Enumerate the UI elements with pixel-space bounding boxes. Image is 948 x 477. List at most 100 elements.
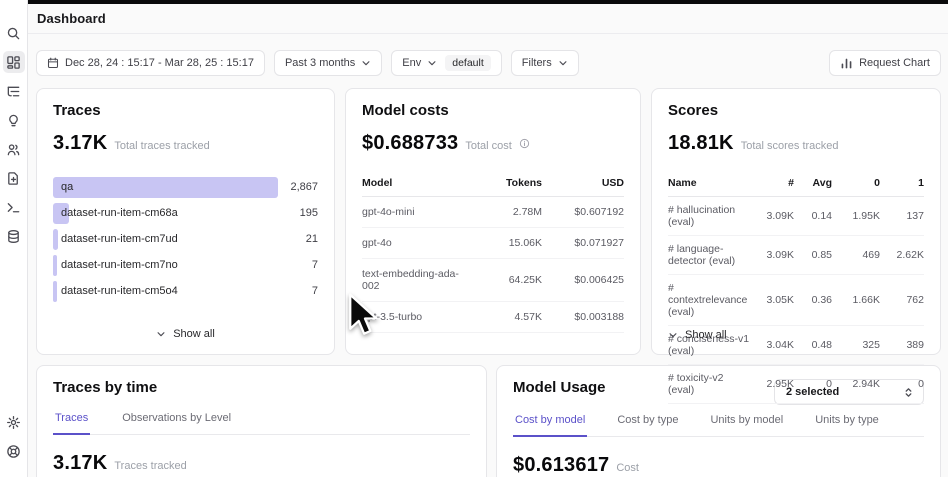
table-header: Model Tokens USD xyxy=(362,172,624,197)
traces-by-time-title: Traces by time xyxy=(53,379,158,396)
tab-units-by-type[interactable]: Units by type xyxy=(815,414,879,426)
col-name: Name xyxy=(668,177,697,189)
cards-row-1: Traces 3.17K Total traces tracked qa 2,8… xyxy=(36,88,941,404)
sidebar-item-evaluation[interactable] xyxy=(3,109,25,131)
scores-total: 18.81K xyxy=(668,132,734,154)
database-icon xyxy=(8,229,19,243)
traces-show-all-button[interactable]: Show all xyxy=(37,328,334,340)
traces-by-time-caption: Traces tracked xyxy=(114,460,187,472)
col-count: # xyxy=(788,177,794,189)
chevron-down-icon xyxy=(157,332,165,337)
request-chart-button[interactable]: Request Chart xyxy=(829,50,941,76)
tracing-list-tree-icon xyxy=(7,86,20,96)
chevron-down-icon xyxy=(669,333,677,338)
lightbulb-icon xyxy=(9,114,18,126)
scores-card: Scores 18.81K Total scores tracked Name … xyxy=(651,88,941,404)
sidebar-item-dashboards[interactable] xyxy=(2,51,25,73)
model-usage-title: Model Usage xyxy=(513,379,606,396)
sidebar-item-prompts[interactable] xyxy=(3,167,25,189)
bar-label: dataset-run-item-cm5o4 xyxy=(61,285,178,297)
tab-units-by-model[interactable]: Units by model xyxy=(710,414,784,426)
bar-value: 7 xyxy=(311,259,318,271)
chevron-down-icon xyxy=(362,61,370,66)
filters-dropdown[interactable]: Filters xyxy=(510,50,579,76)
filters-label: Filters xyxy=(521,57,552,69)
chevron-down-icon xyxy=(559,61,567,66)
model-usage-caption: Cost xyxy=(616,462,639,474)
bar-value: 7 xyxy=(311,285,318,297)
sidebar-item-search[interactable] xyxy=(3,22,25,44)
col-avg: Avg xyxy=(812,177,832,189)
sidebar-item-datasets[interactable] xyxy=(3,225,25,247)
calendar-icon xyxy=(47,57,59,69)
traces-bar-list: qa 2,867 dataset-run-item-cm68a 195 data… xyxy=(53,177,318,302)
time-preset-dropdown[interactable]: Past 3 months xyxy=(273,50,383,76)
traces-total: 3.17K xyxy=(53,132,108,154)
tab-cost-by-type[interactable]: Cost by type xyxy=(617,414,679,426)
traces-card: Traces 3.17K Total traces tracked qa 2,8… xyxy=(36,88,335,355)
table-row: # contextrelevance (eval) 3.05K 0.36 1.6… xyxy=(668,275,924,326)
table-row: text-embedding-ada-002 64.25K $0.006425 xyxy=(362,259,624,302)
sidebar-item-settings[interactable] xyxy=(3,411,25,433)
table-header: Name # Avg 0 1 xyxy=(668,172,924,197)
tab-traces[interactable]: Traces xyxy=(53,412,91,435)
traces-by-time-total: 3.17K xyxy=(53,452,108,474)
search-icon xyxy=(7,27,20,39)
file-icon xyxy=(8,171,18,185)
bar-label: dataset-run-item-cm7no xyxy=(61,259,178,271)
sidebar-item-support[interactable] xyxy=(3,440,25,462)
env-label: Env xyxy=(402,57,422,69)
model-usage-card: Model Usage 2 selected Cost by model Cos… xyxy=(496,365,941,477)
model-usage-select[interactable]: 2 selected xyxy=(774,379,924,405)
sidebar-item-playground[interactable] xyxy=(3,196,25,218)
info-icon xyxy=(519,138,529,149)
filter-bar: Dec 28, 24 : 15:17 - Mar 28, 25 : 15:17 … xyxy=(36,50,941,76)
sidebar-item-tracing[interactable] xyxy=(3,80,25,102)
bar-fill xyxy=(53,203,69,224)
bar-value: 195 xyxy=(299,207,318,219)
scores-show-all-button[interactable]: Show all xyxy=(668,329,727,341)
traces-by-time-tabs: Traces Observations by Level xyxy=(53,412,470,435)
table-row: # language-detector (eval) 3.09K 0.85 46… xyxy=(668,236,924,275)
bar-fill xyxy=(53,229,58,250)
date-range-label: Dec 28, 24 : 15:17 - Mar 28, 25 : 15:17 xyxy=(65,57,254,69)
trace-bar-row: dataset-run-item-cm68a 195 xyxy=(53,203,318,224)
col-model: Model xyxy=(362,177,393,189)
table-row: # toxicity-v2 (eval) 2.95K 0 2.94K 0 xyxy=(668,365,924,404)
trace-bar-row: qa 2,867 xyxy=(53,177,318,198)
col-tokens: Tokens xyxy=(506,177,542,189)
model-costs-card: Model costs $0.688733 Total cost Model T… xyxy=(345,88,641,355)
show-all-label: Show all xyxy=(685,329,727,341)
scores-total-caption: Total scores tracked xyxy=(740,140,839,152)
select-value: 2 selected xyxy=(786,386,840,398)
request-chart-label: Request Chart xyxy=(859,57,930,69)
col-zero: 0 xyxy=(874,177,880,189)
show-all-label: Show all xyxy=(173,328,215,340)
sidebar-item-users[interactable] xyxy=(3,138,25,160)
bar-label: qa xyxy=(61,181,74,193)
date-range-button[interactable]: Dec 28, 24 : 15:17 - Mar 28, 25 : 15:17 xyxy=(36,50,265,76)
table-row: # conciseness-v1 (eval) 3.04K 0.48 325 3… xyxy=(668,326,924,365)
tab-cost-by-model[interactable]: Cost by model xyxy=(513,414,588,437)
tab-observations-by-level[interactable]: Observations by Level xyxy=(122,412,232,424)
table-row: gpt-4o-mini 2.78M $0.607192 xyxy=(362,197,624,228)
model-costs-total-caption: Total cost xyxy=(465,140,512,152)
env-dropdown[interactable]: Env default xyxy=(391,50,502,76)
bar-fill xyxy=(53,281,57,302)
model-costs-total: $0.688733 xyxy=(362,132,459,154)
table-row: # hallucination (eval) 3.09K 0.14 1.95K … xyxy=(668,197,924,236)
scores-title: Scores xyxy=(668,102,719,119)
sidebar-bottom-group xyxy=(0,411,27,469)
page-title: Dashboard xyxy=(37,11,106,26)
bar-label: dataset-run-item-cm7ud xyxy=(61,233,178,245)
terminal-icon xyxy=(7,202,20,212)
dashboard-grid-icon xyxy=(7,55,20,69)
traces-by-time-card: Traces by time Traces Observations by Le… xyxy=(36,365,487,477)
col-usd: USD xyxy=(601,177,624,189)
model-usage-tabs: Cost by model Cost by type Units by mode… xyxy=(513,414,924,437)
users-icon xyxy=(7,143,20,155)
traces-card-title: Traces xyxy=(53,102,101,119)
bar-value: 21 xyxy=(305,233,318,245)
time-preset-label: Past 3 months xyxy=(284,57,356,69)
